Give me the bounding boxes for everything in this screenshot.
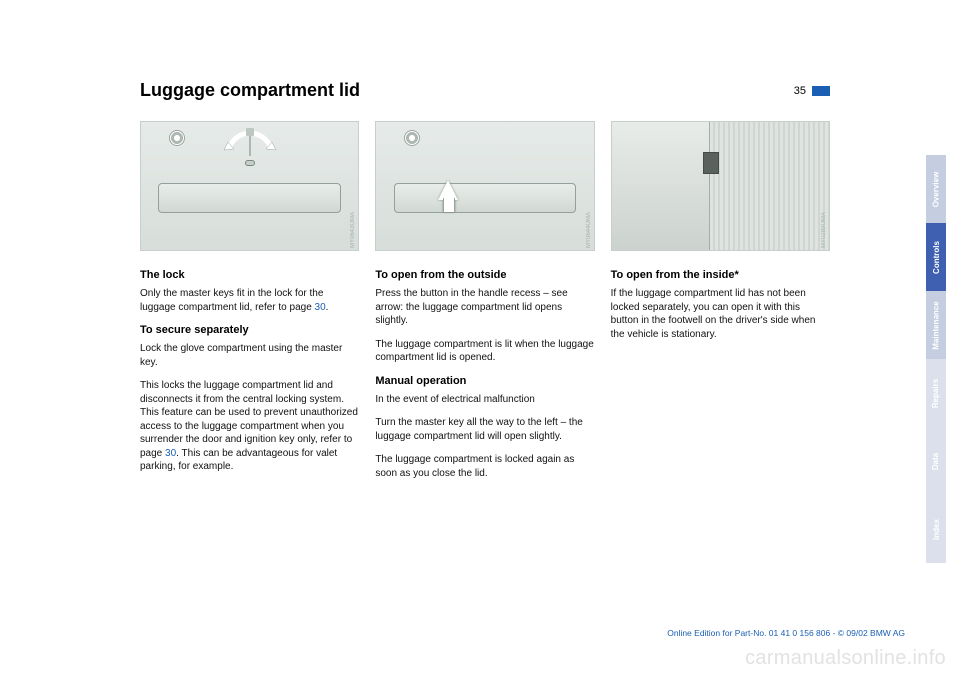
figure-open-inside: MY0289OMA <box>611 121 830 251</box>
body-text: Only the master keys fit in the lock for… <box>140 287 359 314</box>
footwell-button-icon <box>703 152 719 174</box>
tab-data[interactable]: Data <box>926 427 946 495</box>
side-tabs: Overview Controls Maintenance Repairs Da… <box>926 155 946 563</box>
body-text: Press the button in the handle recess – … <box>375 287 594 328</box>
footer-text: Online Edition for Part-No. 01 41 0 156 … <box>667 628 905 638</box>
figure-caption: MY0289OMA <box>821 212 827 248</box>
column-3: MY0289OMA To open from the inside* If th… <box>611 121 830 490</box>
tab-repairs[interactable]: Repairs <box>926 359 946 427</box>
column-2: MY0644OMA To open from the outside Press… <box>375 121 594 490</box>
body-text: This locks the luggage compartment lid a… <box>140 379 359 474</box>
figure-lock: MY0643OMA <box>140 121 359 251</box>
page-ref-link[interactable]: 30 <box>315 302 326 313</box>
up-arrow-icon <box>438 180 458 200</box>
body-text: Lock the glove compartment using the mas… <box>140 342 359 369</box>
body-text: Turn the master key all the way to the l… <box>375 416 594 443</box>
heading-secure-separately: To secure separately <box>140 324 359 336</box>
tab-controls[interactable]: Controls <box>926 223 946 291</box>
heading-manual-operation: Manual operation <box>375 375 594 387</box>
heading-the-lock: The lock <box>140 269 359 281</box>
heading-open-inside: To open from the inside* <box>611 269 830 281</box>
content-columns: MY0643OMA The lock Only the master keys … <box>140 121 830 490</box>
rotate-arrows-icon <box>220 128 280 158</box>
watermark: carmanualsonline.info <box>745 647 946 670</box>
tab-index[interactable]: Index <box>926 495 946 563</box>
tab-overview[interactable]: Overview <box>926 155 946 223</box>
tab-maintenance[interactable]: Maintenance <box>926 291 946 359</box>
page-marker <box>812 86 830 96</box>
figure-caption: MY0644OMA <box>586 212 592 248</box>
page-number: 35 <box>794 85 806 97</box>
body-text: In the event of electrical malfunction <box>375 393 594 407</box>
body-text: The luggage compartment is lit when the … <box>375 338 594 365</box>
page-ref-link[interactable]: 30 <box>165 448 176 459</box>
figure-open-outside: MY0644OMA <box>375 121 594 251</box>
figure-caption: MY0643OMA <box>350 212 356 248</box>
page-title: Luggage compartment lid <box>140 80 794 101</box>
body-text: The luggage compartment is locked again … <box>375 453 594 480</box>
heading-open-outside: To open from the outside <box>375 269 594 281</box>
column-1: MY0643OMA The lock Only the master keys … <box>140 121 359 490</box>
body-text: If the luggage compartment lid has not b… <box>611 287 830 341</box>
